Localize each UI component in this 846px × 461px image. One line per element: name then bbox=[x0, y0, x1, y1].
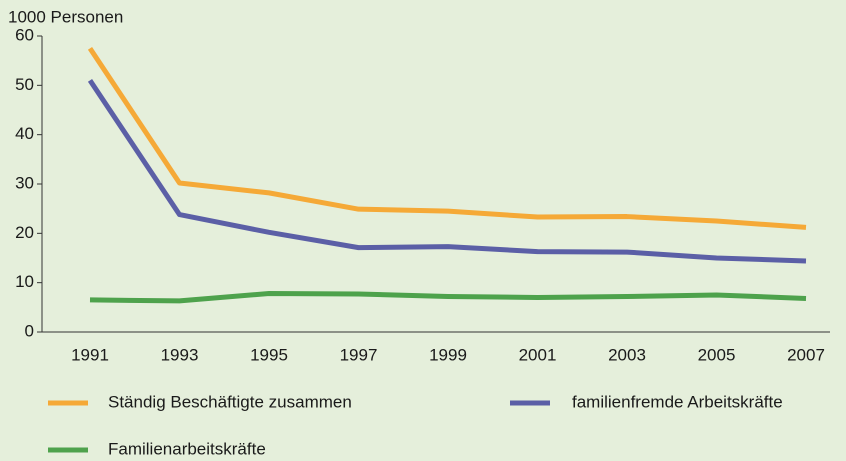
y-axis-label: 1000 Personen bbox=[8, 7, 123, 26]
y-tick-label: 0 bbox=[25, 321, 34, 340]
legend-label: Familienarbeitskräfte bbox=[108, 439, 266, 458]
x-tick-label: 2003 bbox=[608, 345, 646, 364]
x-tick-label: 1995 bbox=[250, 345, 288, 364]
series-line bbox=[87, 79, 807, 264]
x-tick-label: 2005 bbox=[698, 345, 736, 364]
x-tick-label: 1999 bbox=[429, 345, 467, 364]
x-tick-label: 1991 bbox=[71, 345, 109, 364]
x-tick-label: 1993 bbox=[161, 345, 199, 364]
y-tick-label: 50 bbox=[15, 75, 34, 94]
x-tick-label: 2001 bbox=[519, 345, 557, 364]
x-tick-label: 1997 bbox=[340, 345, 378, 364]
series-line bbox=[89, 291, 807, 304]
y-tick-label: 20 bbox=[15, 223, 34, 242]
y-tick-label: 40 bbox=[15, 124, 34, 143]
legend-label: familienfremde Arbeitskräfte bbox=[572, 392, 783, 411]
y-tick-label: 10 bbox=[15, 272, 34, 291]
legend-label: Ständig Beschäftigte zusammen bbox=[108, 392, 352, 411]
x-tick-label: 2007 bbox=[787, 345, 825, 364]
y-tick-label: 60 bbox=[15, 25, 34, 44]
series-line bbox=[87, 46, 807, 230]
y-tick-label: 30 bbox=[15, 173, 34, 192]
